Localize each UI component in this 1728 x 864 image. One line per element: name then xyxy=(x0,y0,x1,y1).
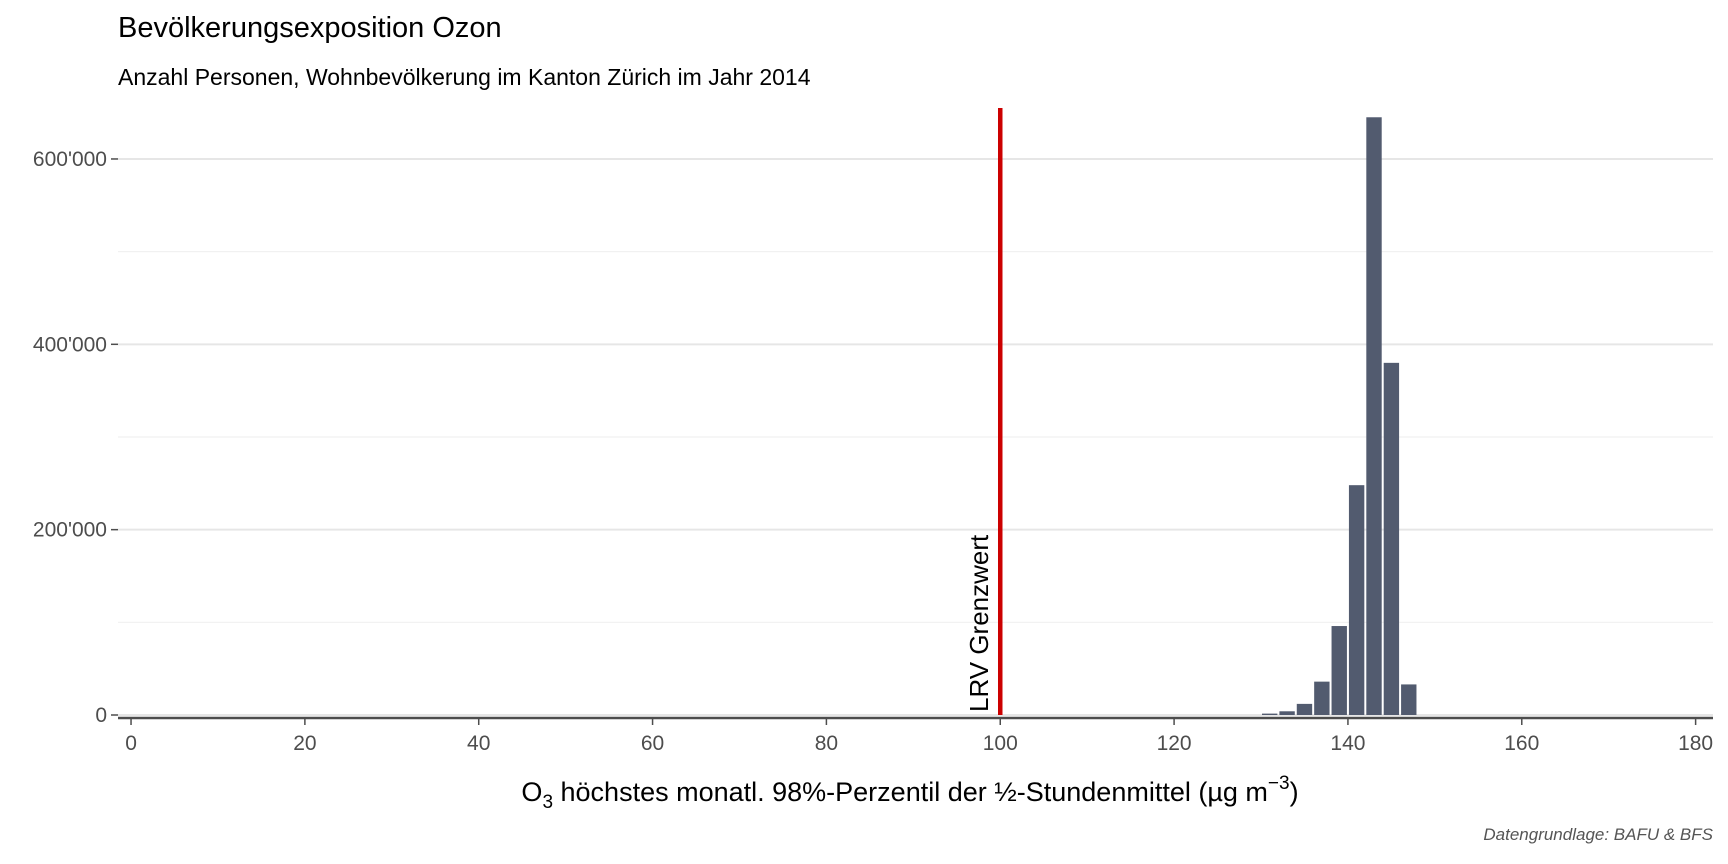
reference-line-group: LRV Grenzwert xyxy=(964,108,1003,715)
limit-value-label: LRV Grenzwert xyxy=(964,534,994,712)
y-tick-label: 0 xyxy=(95,704,107,727)
axes: 0 200'000 400'000 600'000 0 20 40 60 80 100 120 140… xyxy=(33,148,1713,755)
histogram-bar xyxy=(1296,703,1313,715)
data-source-caption: Datengrundlage: BAFU & BFS xyxy=(1483,825,1713,844)
y-tick-label: 400'000 xyxy=(33,333,107,356)
x-tick-label: 100 xyxy=(983,732,1018,755)
x-tick-label: 40 xyxy=(467,732,490,755)
x-axis-label-suffix: ) xyxy=(1290,777,1299,807)
x-tick-label: 180 xyxy=(1678,732,1713,755)
histogram-bar xyxy=(1262,713,1278,715)
histogram-bar xyxy=(1383,362,1400,715)
x-tick-label: 160 xyxy=(1504,732,1539,755)
x-axis-label-prefix: O xyxy=(521,777,542,807)
x-tick-label: 140 xyxy=(1330,732,1365,755)
histogram-bar xyxy=(1331,626,1347,715)
x-axis-label-main: höchstes monatl. 98%-Perzentil der ½-Stu… xyxy=(553,777,1268,807)
x-axis-label-subscript: 3 xyxy=(542,792,553,813)
x-tick-label: 20 xyxy=(293,732,316,755)
x-tick-label: 120 xyxy=(1157,732,1192,755)
y-tick-label: 600'000 xyxy=(33,148,107,171)
chart-title: Bevölkerungsexposition Ozon xyxy=(118,12,502,44)
chart-subtitle: Anzahl Personen, Wohnbevölkerung im Kant… xyxy=(118,64,811,90)
x-tick-label: 80 xyxy=(815,732,838,755)
x-axis-label: O3 höchstes monatl. 98%-Perzentil der ½-… xyxy=(521,773,1298,813)
grid-lines xyxy=(118,157,1713,716)
histogram-bar xyxy=(1366,117,1382,716)
histogram-bar xyxy=(1279,711,1295,715)
x-axis-label-superscript: −3 xyxy=(1268,773,1290,794)
y-tick-label: 200'000 xyxy=(33,519,107,542)
x-tick-label: 0 xyxy=(125,732,137,755)
histogram-bar xyxy=(1348,485,1365,715)
x-tick-label: 60 xyxy=(641,732,664,755)
histogram-bars xyxy=(1262,117,1417,716)
histogram-bar xyxy=(1401,684,1417,715)
histogram-bar xyxy=(1314,681,1330,715)
